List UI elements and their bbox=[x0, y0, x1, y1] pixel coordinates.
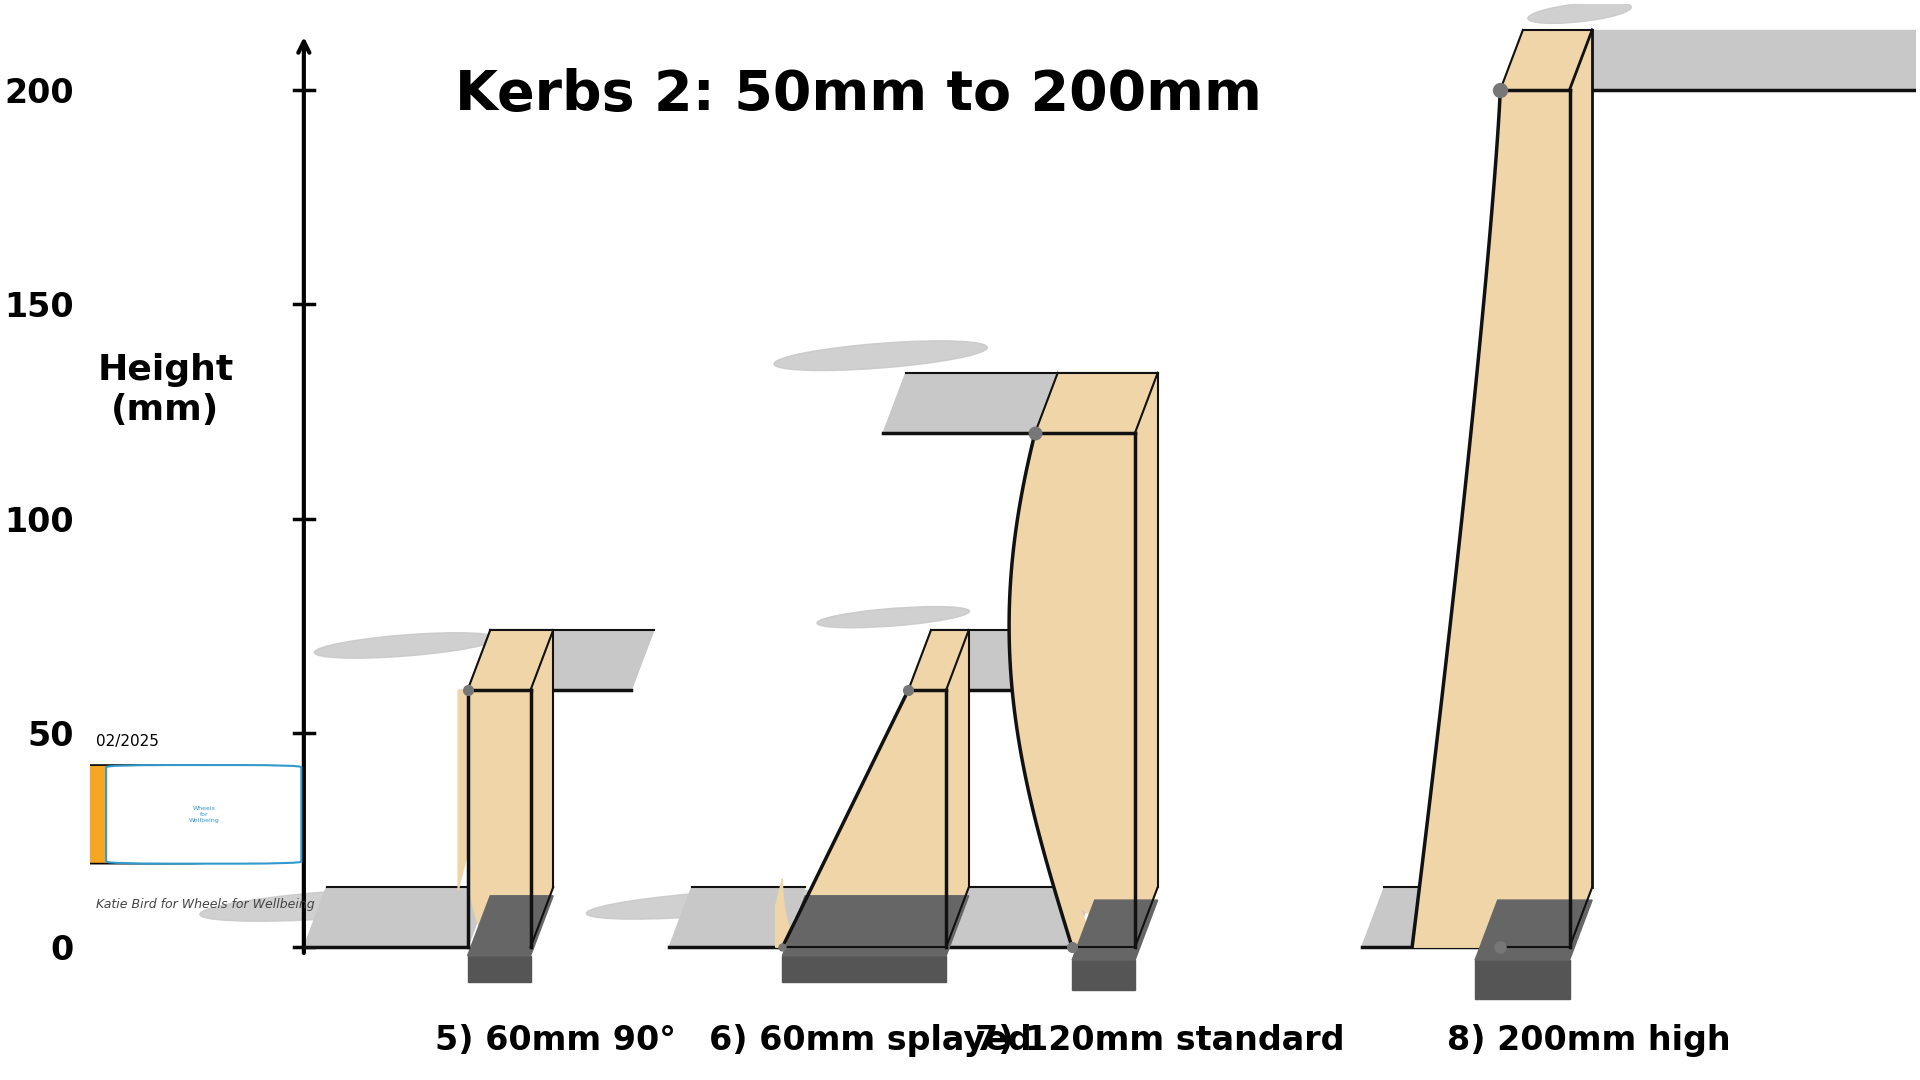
Text: 02/2025: 02/2025 bbox=[96, 734, 159, 748]
Polygon shape bbox=[908, 630, 970, 690]
Polygon shape bbox=[883, 373, 1158, 433]
Polygon shape bbox=[1361, 888, 1523, 947]
Polygon shape bbox=[883, 888, 1094, 947]
Polygon shape bbox=[668, 888, 804, 947]
Polygon shape bbox=[776, 879, 804, 947]
Text: Katie Bird for Wheels for Wellbeing: Katie Bird for Wheels for Wellbeing bbox=[96, 897, 315, 910]
Text: 6) 60mm splayed: 6) 60mm splayed bbox=[708, 1025, 1031, 1057]
Polygon shape bbox=[1569, 30, 1920, 90]
Ellipse shape bbox=[818, 607, 970, 627]
Polygon shape bbox=[468, 956, 530, 982]
Polygon shape bbox=[1475, 900, 1592, 960]
Polygon shape bbox=[468, 630, 655, 690]
Polygon shape bbox=[1135, 373, 1158, 947]
Polygon shape bbox=[1035, 373, 1158, 433]
Polygon shape bbox=[908, 630, 1094, 690]
Text: cycle
mobility
aid: cycle mobility aid bbox=[113, 799, 148, 829]
Polygon shape bbox=[459, 690, 530, 947]
Polygon shape bbox=[303, 888, 490, 947]
Polygon shape bbox=[1071, 900, 1158, 960]
Ellipse shape bbox=[1528, 2, 1632, 24]
Polygon shape bbox=[530, 630, 553, 947]
Polygon shape bbox=[1569, 30, 1592, 947]
Text: 5) 60mm 90°: 5) 60mm 90° bbox=[436, 1025, 676, 1057]
Ellipse shape bbox=[774, 341, 987, 370]
Polygon shape bbox=[1411, 90, 1569, 947]
Polygon shape bbox=[468, 630, 553, 690]
Polygon shape bbox=[1500, 30, 1592, 90]
Polygon shape bbox=[1475, 960, 1569, 999]
Ellipse shape bbox=[200, 888, 484, 921]
FancyBboxPatch shape bbox=[33, 765, 228, 864]
Ellipse shape bbox=[586, 890, 828, 919]
FancyBboxPatch shape bbox=[106, 765, 301, 864]
Ellipse shape bbox=[776, 888, 1117, 921]
Polygon shape bbox=[468, 895, 553, 956]
Polygon shape bbox=[947, 630, 970, 947]
Polygon shape bbox=[1494, 862, 1532, 947]
Text: Wheels
for
Wellbeing: Wheels for Wellbeing bbox=[188, 806, 219, 823]
Text: Kerbs 2: 50mm to 200mm: Kerbs 2: 50mm to 200mm bbox=[455, 68, 1261, 122]
Text: 7) 120mm standard: 7) 120mm standard bbox=[975, 1025, 1346, 1057]
Polygon shape bbox=[783, 895, 970, 956]
Polygon shape bbox=[783, 690, 947, 947]
Polygon shape bbox=[1071, 960, 1135, 990]
Text: Height
(mm): Height (mm) bbox=[98, 353, 234, 427]
Text: 8) 200mm high: 8) 200mm high bbox=[1446, 1025, 1730, 1057]
Polygon shape bbox=[783, 956, 947, 982]
Polygon shape bbox=[1010, 433, 1135, 947]
Ellipse shape bbox=[315, 633, 497, 658]
